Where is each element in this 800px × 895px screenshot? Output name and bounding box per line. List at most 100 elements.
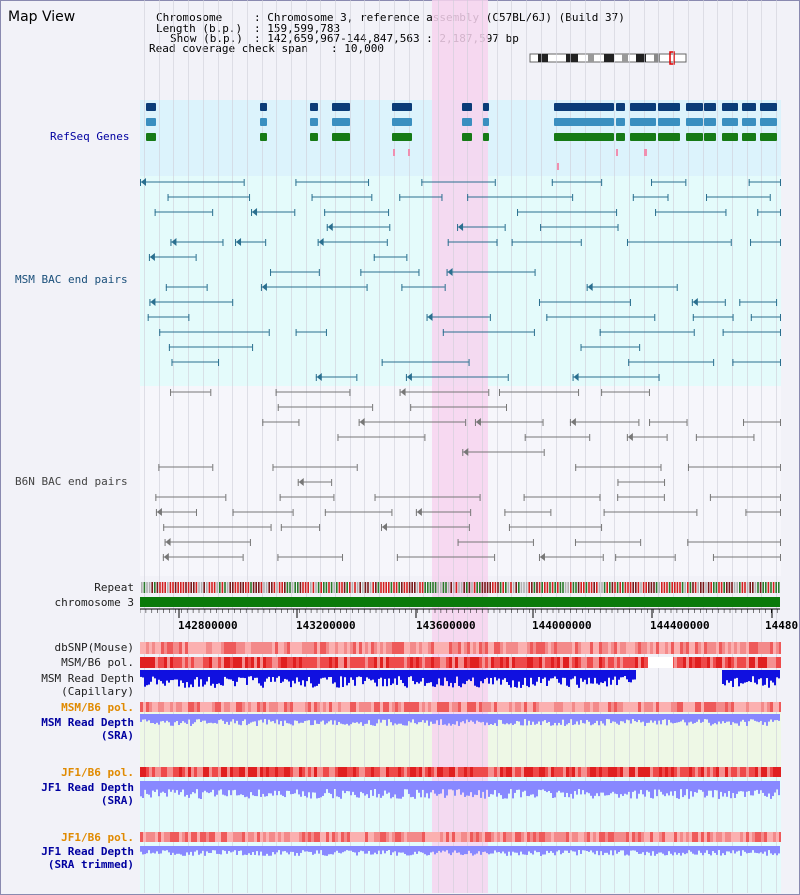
repeat-mark [635, 582, 637, 593]
heat-cell [323, 767, 326, 777]
depth-bar [642, 714, 644, 722]
depth-bar [206, 670, 208, 682]
depth-bar [338, 846, 340, 853]
label-msm-read-depth-capillary: MSM Read Depth [41, 672, 134, 685]
depth-bar [490, 846, 492, 854]
heat-cell [404, 642, 407, 654]
depth-bar [566, 714, 568, 725]
depth-bar [160, 781, 162, 793]
depth-bar [148, 781, 150, 795]
depth-bar [580, 781, 582, 795]
depth-bar [494, 714, 496, 724]
depth-bar [178, 670, 180, 687]
repeat-mark [770, 582, 772, 593]
repeat-mark [349, 582, 351, 593]
heat-cell [728, 657, 731, 668]
b6n-bac-pair [358, 419, 360, 426]
msm-bac-pair [546, 314, 548, 321]
gene-feature [483, 103, 489, 111]
depth-bar [460, 781, 462, 795]
depth-bar [712, 714, 714, 725]
heat-cell [581, 832, 584, 842]
depth-bar [266, 670, 268, 679]
gene-feature [310, 133, 318, 141]
repeat-mark [494, 582, 497, 593]
depth-bar [304, 846, 306, 852]
heat-cell [290, 702, 293, 712]
gene-feature [392, 118, 412, 126]
heat-cell [311, 642, 314, 654]
heat-cell [344, 642, 347, 654]
repeat-mark [289, 582, 291, 593]
heat-cell [773, 832, 776, 842]
depth-bar [218, 670, 220, 684]
depth-bar [168, 846, 170, 853]
repeat-mark [705, 582, 707, 593]
b6n-bac-pair [462, 449, 464, 456]
depth-bar [296, 714, 298, 721]
depth-bar [576, 781, 578, 795]
heat-cell [149, 642, 152, 654]
depth-bar [390, 714, 392, 723]
depth-bar [602, 781, 604, 793]
depth-bar [316, 781, 318, 799]
depth-bar [742, 670, 744, 684]
depth-bar [730, 670, 732, 681]
heat-cell [500, 642, 503, 654]
depth-bar [386, 846, 388, 851]
heat-cell [545, 832, 548, 842]
heat-cell [560, 657, 563, 668]
heat-cell [605, 702, 608, 712]
depth-bar [162, 670, 164, 684]
gene-feature [146, 118, 156, 126]
heat-cell [314, 642, 317, 654]
track-panel[interactable] [140, 0, 781, 893]
heat-cell [455, 832, 458, 842]
heat-cell [236, 642, 239, 654]
heat-cell [323, 832, 326, 842]
track-canvas[interactable] [140, 0, 781, 893]
depth-bar [430, 846, 432, 853]
heat-cell [248, 642, 251, 654]
heat-cell [608, 767, 611, 777]
msm-bac-pair [442, 329, 444, 336]
depth-bar [450, 714, 452, 726]
heat-cell [560, 642, 563, 654]
repeat-mark [549, 582, 551, 593]
heat-gap [648, 657, 673, 668]
depth-bar [590, 714, 592, 726]
gridline [188, 0, 189, 893]
depth-bar [616, 846, 618, 854]
depth-bar [542, 781, 544, 790]
heat-cell [494, 702, 497, 712]
heat-cell [269, 832, 272, 842]
depth-bar [280, 781, 282, 795]
depth-bar [474, 714, 476, 724]
depth-bar [376, 714, 378, 724]
depth-bar [546, 670, 548, 686]
depth-bar [778, 781, 780, 796]
heat-cell [290, 832, 293, 842]
depth-bar [626, 846, 628, 855]
depth-bar [772, 846, 774, 855]
repeat-mark [265, 582, 268, 593]
depth-bar [460, 846, 462, 855]
depth-bar [518, 846, 520, 856]
heat-cell [584, 702, 587, 712]
repeat-mark [684, 582, 686, 593]
repeat-mark [284, 582, 286, 593]
depth-bar [730, 781, 732, 799]
depth-bar [318, 781, 320, 798]
depth-bar [724, 670, 726, 686]
heat-cell [233, 832, 236, 842]
depth-bar [510, 714, 512, 724]
heat-cell [731, 832, 734, 842]
gene-feature [686, 133, 703, 141]
heat-cell [206, 832, 209, 842]
heat-cell [203, 832, 206, 842]
depth-bar [342, 846, 344, 853]
heat-cell [329, 767, 332, 777]
depth-bar [606, 781, 608, 796]
depth-bar [276, 714, 278, 720]
heat-cell [563, 767, 566, 777]
